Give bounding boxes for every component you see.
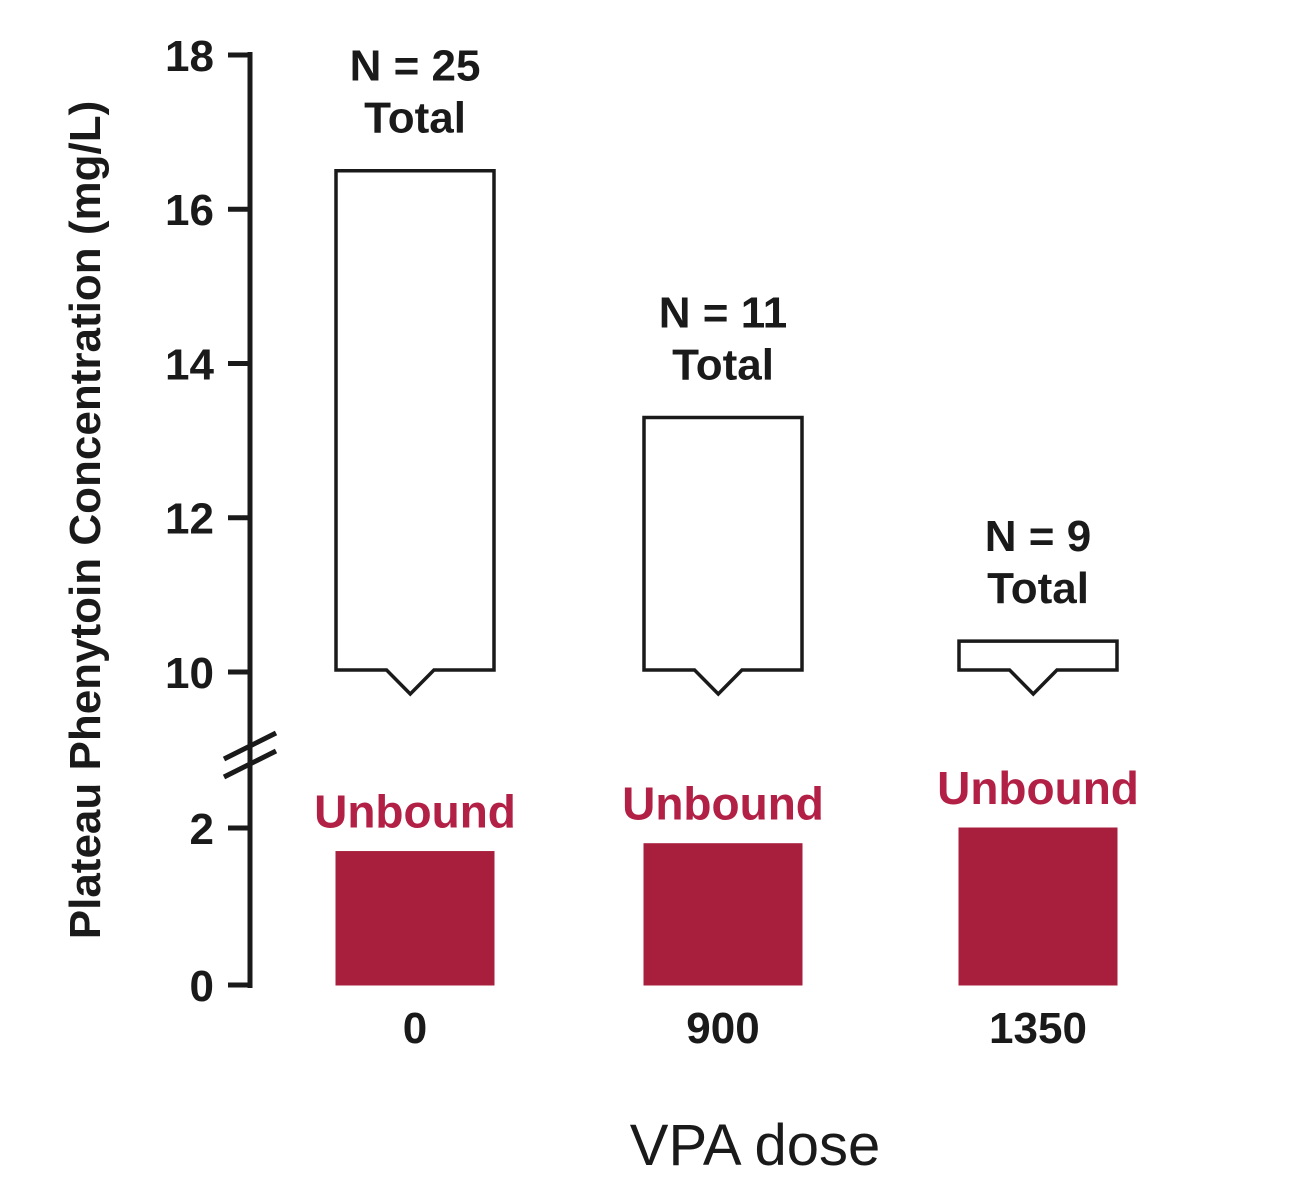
- unbound-bar: [643, 843, 803, 986]
- y-tick-label: 10: [165, 649, 214, 698]
- y-tick-label: 12: [165, 495, 214, 544]
- y-tick-label: 2: [190, 805, 214, 854]
- n-label: N = 25: [350, 42, 481, 91]
- total-bar: [334, 168, 496, 697]
- total-bar: [642, 415, 804, 697]
- x-tick-label: 1350: [989, 1004, 1087, 1053]
- unbound-bar: [335, 851, 495, 986]
- unbound-label: Unbound: [622, 778, 824, 830]
- n-label: N = 11: [659, 288, 787, 337]
- y-tick-label: 14: [165, 340, 214, 389]
- x-axis-title: VPA dose: [630, 1113, 880, 1178]
- x-tick-label: 0: [403, 1004, 427, 1053]
- y-axis-title: Plateau Phenytoin Concentration (mg/L): [61, 101, 110, 940]
- unbound-label: Unbound: [314, 786, 516, 838]
- y-tick-label: 0: [190, 962, 214, 1011]
- axis-break-mark: [222, 748, 278, 780]
- y-tick-label: 18: [165, 32, 214, 81]
- x-tick-label: 900: [686, 1004, 759, 1053]
- unbound-label: Unbound: [937, 762, 1139, 814]
- axis-break-mark: [222, 730, 278, 762]
- total-label: Total: [364, 94, 466, 143]
- total-label: Total: [672, 340, 774, 389]
- y-tick-label: 16: [165, 186, 214, 235]
- total-label: Total: [987, 564, 1089, 613]
- n-label: N = 9: [985, 512, 1091, 561]
- total-bar: [957, 639, 1119, 697]
- unbound-bar: [958, 827, 1118, 986]
